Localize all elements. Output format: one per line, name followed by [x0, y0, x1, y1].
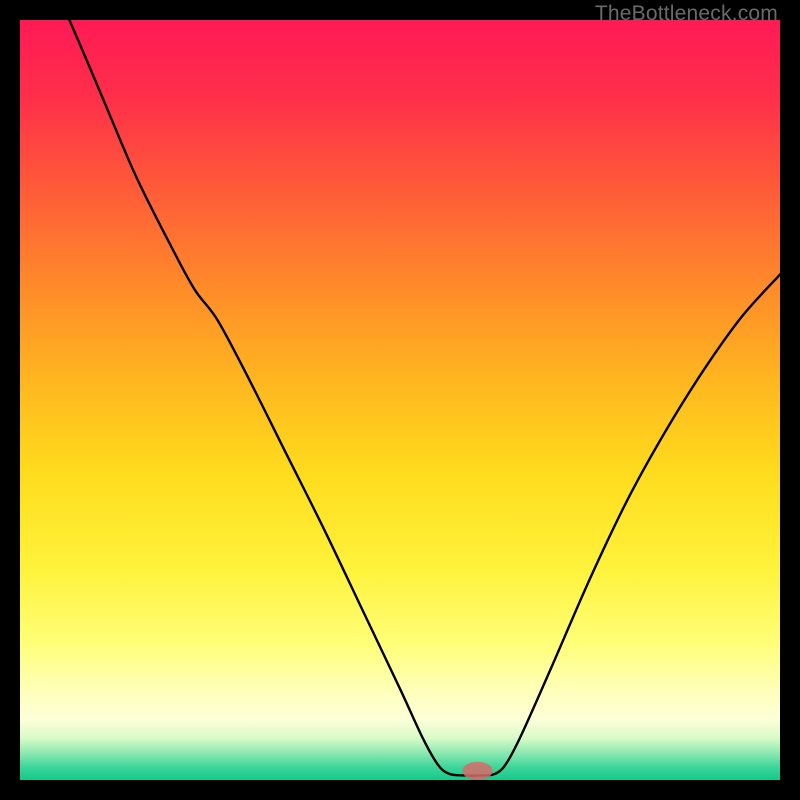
chart-svg [0, 0, 800, 800]
plot-background [20, 20, 780, 780]
watermark-text: TheBottleneck.com [595, 2, 778, 26]
chart-frame: TheBottleneck.com [0, 0, 800, 800]
optimal-point-marker [462, 762, 492, 780]
